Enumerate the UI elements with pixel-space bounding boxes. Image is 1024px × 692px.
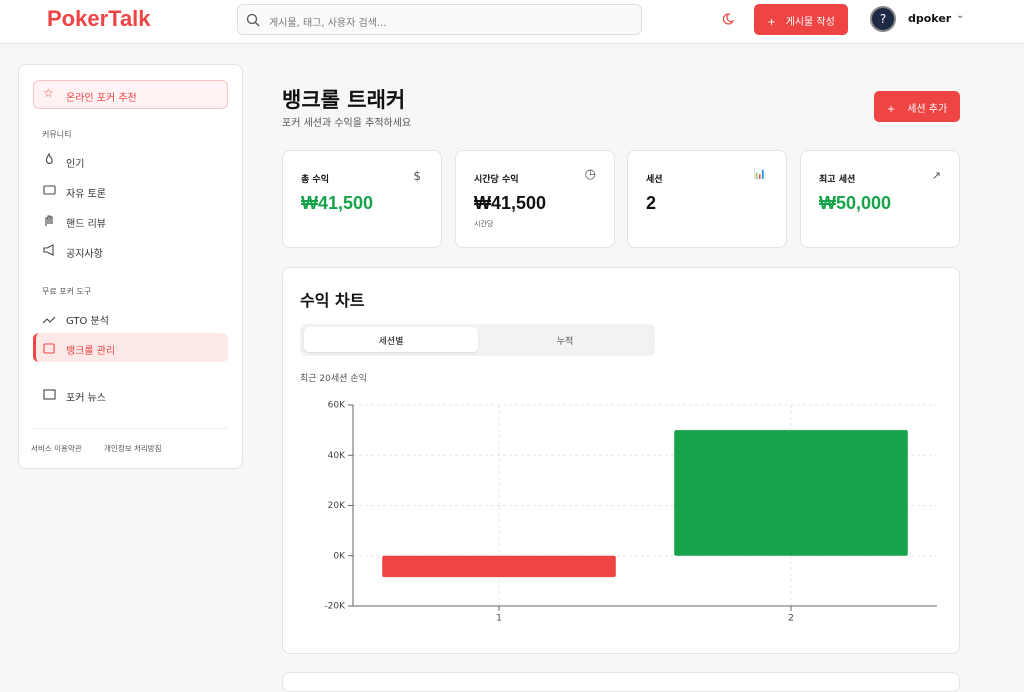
stat-card: 세션 📊 2 [627, 150, 787, 248]
y-tick-label: -20K [324, 602, 346, 612]
page: PokerTalk {"header": {"logo": "PokerTalk… [0, 4, 1024, 692]
nav-item[interactable]: 인기 [66, 159, 85, 170]
logo[interactable]: PokerTalk [47, 6, 151, 31]
active-item-bg [33, 333, 228, 362]
chart-card-title: 수익 차트 [300, 291, 365, 310]
nav-item[interactable]: 포커 뉴스 [66, 393, 106, 404]
y-tick-label: 0K [333, 551, 346, 561]
section-title: 커뮤니티 [42, 130, 72, 139]
stat-value: ₩50,000 [819, 193, 892, 213]
nav-item-active[interactable]: 뱅크롤 관리 [66, 346, 116, 357]
stat-note: 시간당 [474, 220, 494, 228]
write-label: 게시물 작성 [785, 17, 835, 28]
stat-label: 세션 [646, 175, 663, 185]
y-tick-label: 60K [328, 401, 346, 411]
nav-item[interactable]: 자유 토론 [66, 189, 106, 200]
footer-link[interactable]: 개인정보 처리방침 [104, 444, 162, 453]
nav-item[interactable]: 공지사항 [66, 249, 103, 260]
body: PokerTalk 게시물, 태그, 사용자 검색... + 게시물 작성 ? d… [0, 4, 1024, 692]
chart-caption: 최근 20세션 손익 [300, 374, 367, 384]
theme-toggle[interactable] [720, 12, 734, 26]
x-tick-label: 1 [496, 614, 502, 624]
add-session-button[interactable]: + 세션 추가 [874, 91, 960, 122]
nav-item[interactable]: 핸드 리뷰 [66, 219, 106, 230]
y-tick-label: 40K [328, 451, 346, 461]
username[interactable]: dpoker [908, 12, 952, 25]
stat-icon: $ [413, 169, 421, 183]
stat-card: 총 수익 $ ₩41,500 [282, 150, 442, 248]
featured-link[interactable]: 온라인 포커 추천 [33, 80, 228, 109]
chart: -20K 0K 20K 40K 60K 1 2 [324, 401, 937, 624]
tab[interactable]: 누적 [556, 337, 574, 347]
avatar[interactable]: ? [870, 6, 896, 32]
stat-icon: 📊 [753, 169, 766, 180]
stat-value: 2 [646, 193, 657, 213]
page-title: 뱅크롤 트래커 [282, 88, 406, 112]
stat-value: ₩41,500 [474, 193, 547, 213]
sidebar [18, 64, 243, 469]
bar [382, 555, 616, 578]
search-box[interactable]: 게시물, 태그, 사용자 검색... [237, 4, 642, 35]
stat-icon: ◷ [584, 167, 596, 182]
section-title: 무료 포커 도구 [42, 287, 92, 296]
next-card [282, 672, 960, 692]
stat-card: 시간당 수익 ◷ ₩41,500 시간당 [455, 150, 615, 248]
nav-item[interactable]: GTO 분석 [66, 316, 109, 327]
y-tick-label: 20K [328, 501, 346, 511]
add-session-label: 세션 추가 [907, 104, 948, 115]
page-subtitle: 포커 세션과 수익을 추적하세요 [282, 118, 412, 129]
write-button[interactable]: + 게시물 작성 [754, 4, 848, 35]
stat-label: 최고 세션 [819, 175, 856, 185]
tab-bar: 세션별 누적 [300, 324, 655, 356]
stat-label: 총 수익 [301, 175, 329, 185]
stat-value: ₩41,500 [301, 193, 374, 213]
stat-card: 최고 세션 ↗ ₩50,000 [800, 150, 960, 248]
x-tick-label: 2 [788, 614, 794, 624]
star-icon: ☆ [43, 86, 54, 100]
nav-icons [42, 152, 56, 400]
stat-icon: ↗ [931, 169, 941, 182]
tab-active[interactable]: 세션별 [304, 327, 478, 352]
stat-label: 시간당 수익 [474, 175, 519, 185]
search-icon [246, 13, 260, 27]
bar [674, 430, 908, 556]
chevron[interactable]: ⌄ [956, 10, 965, 21]
divider [33, 428, 228, 429]
footer-link[interactable]: 서비스 이용약관 [31, 444, 82, 453]
